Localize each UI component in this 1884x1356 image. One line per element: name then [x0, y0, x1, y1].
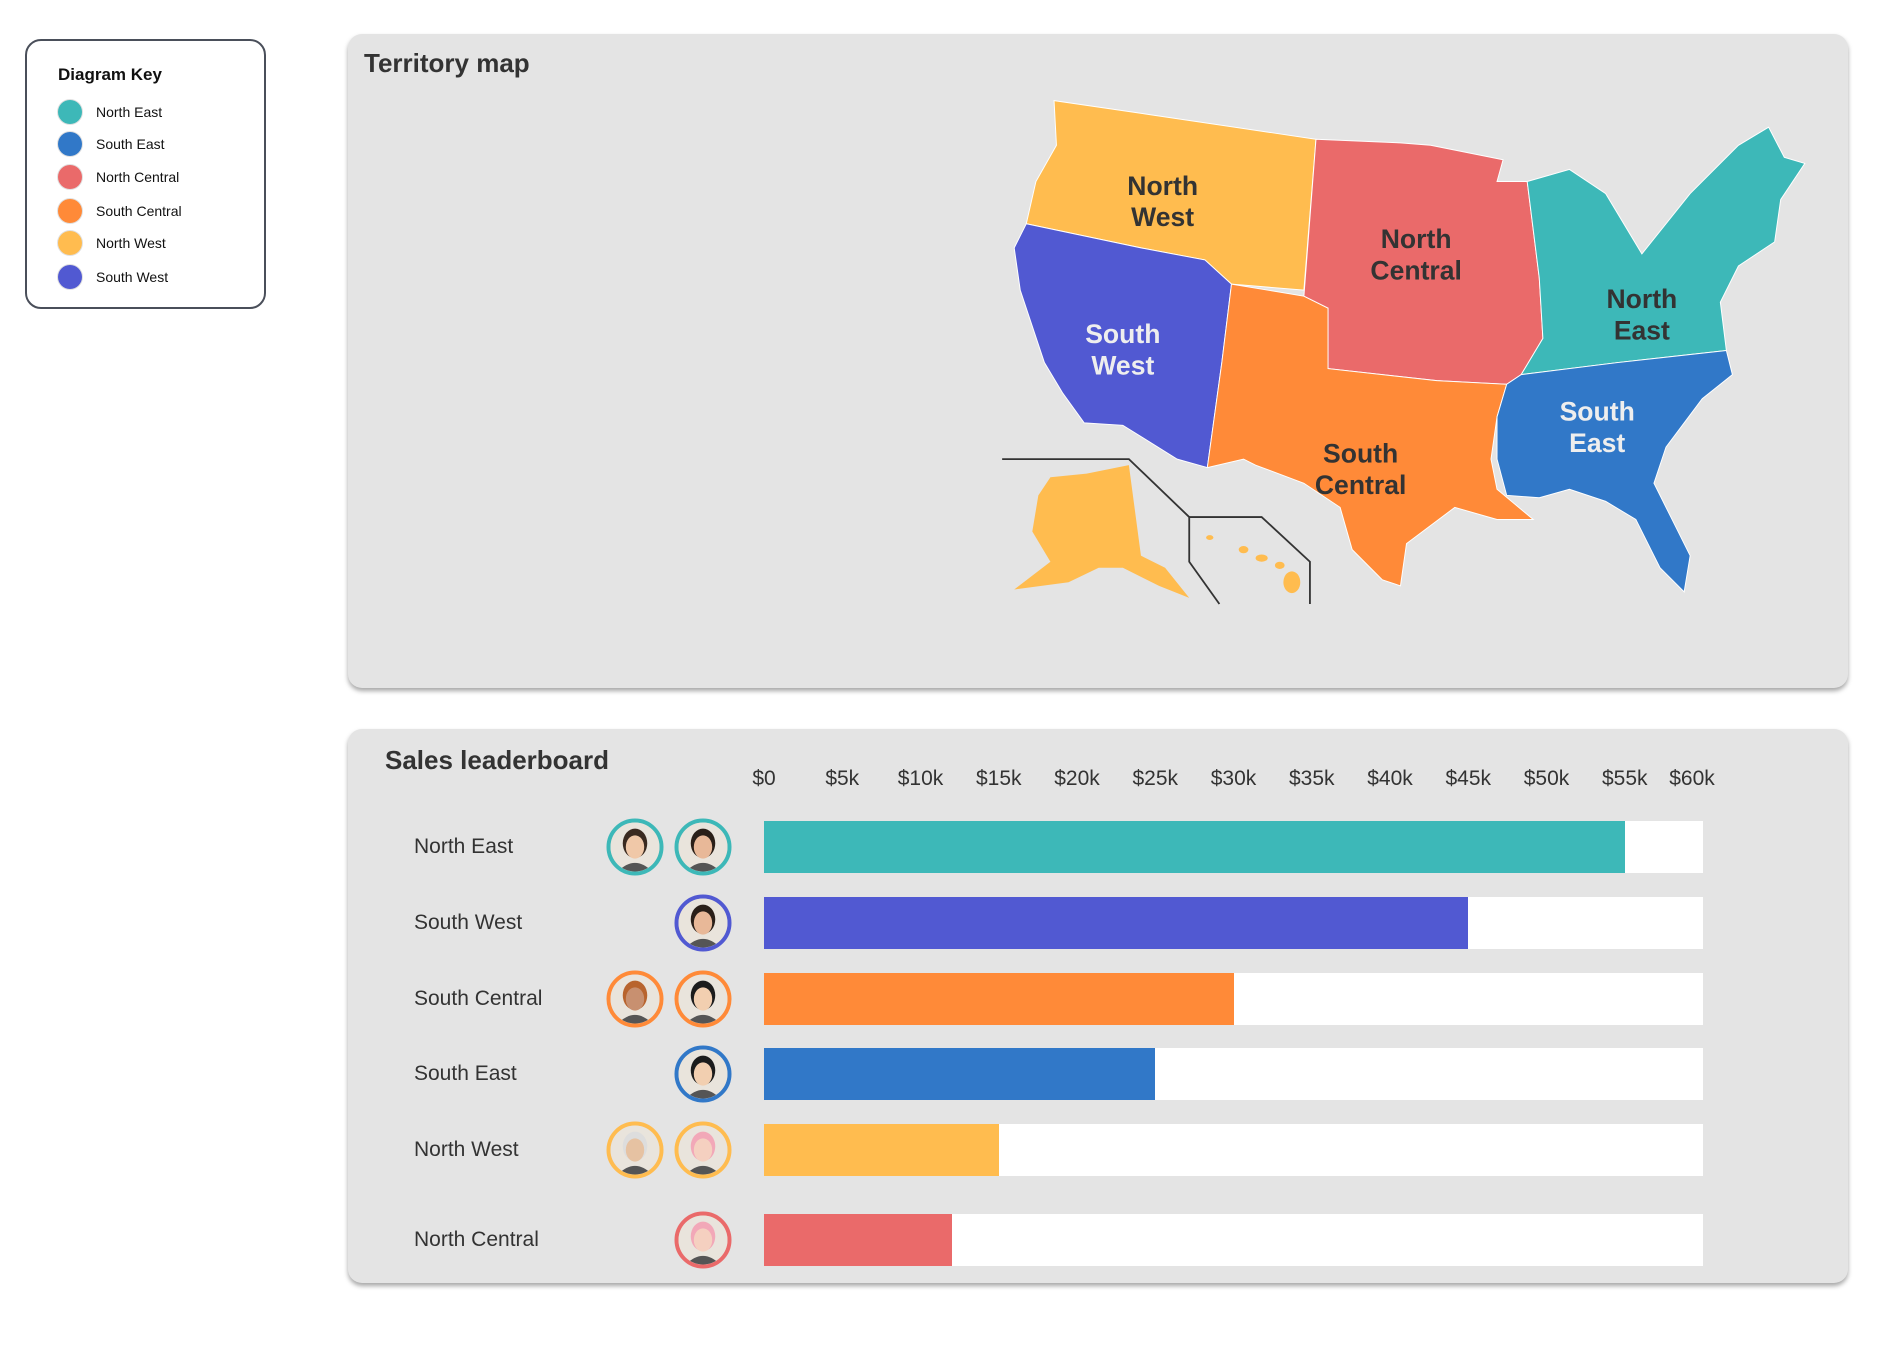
- region-hawaii: [1255, 554, 1268, 562]
- region-hawaii: [1206, 535, 1214, 540]
- row-label: North West: [414, 1138, 519, 1161]
- legend-swatch-icon: [58, 100, 82, 124]
- region-label: South: [1323, 439, 1398, 469]
- legend-label: South Central: [96, 203, 182, 219]
- legend-item: South East: [58, 131, 165, 157]
- x-tick-label: $40k: [1367, 767, 1413, 790]
- region-label: East: [1614, 316, 1670, 346]
- bar-track: [764, 973, 1703, 1025]
- legend-label: North West: [96, 235, 166, 251]
- avatar[interactable]: [674, 818, 732, 876]
- x-tick-label: $30k: [1210, 767, 1257, 790]
- region-sc: [1206, 283, 1535, 587]
- legend-item: North East: [58, 99, 162, 125]
- x-tick-label: $50k: [1523, 767, 1570, 790]
- region-hawaii: [1238, 546, 1249, 554]
- bar-north-central: [764, 1214, 952, 1266]
- legend-swatch-icon: [58, 132, 82, 156]
- x-tick-label: $10k: [897, 767, 944, 790]
- bar-track: [764, 1214, 1703, 1266]
- avatar[interactable]: [674, 1211, 732, 1269]
- region-hawaii: [1283, 571, 1301, 594]
- region-alaska: [1014, 465, 1190, 598]
- bar-south-west: [764, 897, 1469, 949]
- legend-item: North West: [58, 230, 166, 256]
- legend-label: North East: [96, 104, 163, 120]
- region-label: East: [1569, 428, 1625, 458]
- row-label: North Central: [414, 1228, 539, 1251]
- avatar[interactable]: [674, 970, 732, 1028]
- region-sw: [1013, 223, 1232, 469]
- row-label: South East: [414, 1062, 517, 1085]
- person-icon: [610, 1125, 660, 1175]
- row-label: North East: [414, 835, 514, 858]
- legend-label: South East: [96, 136, 165, 152]
- person-icon: [678, 1125, 728, 1175]
- diagram-key: Diagram Key North East South East North Ce…: [25, 39, 266, 309]
- x-tick-label: $0: [752, 767, 776, 790]
- region-label: Central: [1315, 470, 1406, 500]
- bar-track: [764, 1048, 1703, 1100]
- region-label: North: [1127, 171, 1198, 201]
- legend-label: North Central: [96, 169, 180, 185]
- region-se: [1496, 349, 1733, 593]
- avatar[interactable]: [606, 970, 664, 1028]
- region-label: Central: [1370, 255, 1461, 285]
- x-tick-label: $5k: [825, 767, 860, 790]
- x-tick-label: $60k: [1669, 767, 1715, 790]
- bar-south-east: [764, 1048, 1156, 1100]
- territory-map-panel: Territory map North West South West North Cen…: [348, 34, 1848, 688]
- person-icon: [610, 974, 660, 1024]
- inset-divider: [1002, 458, 1221, 605]
- avatar[interactable]: [606, 818, 664, 876]
- bar-south-central: [764, 973, 1234, 1025]
- person-icon: [678, 822, 728, 872]
- region-label: North: [1381, 224, 1452, 254]
- legend-item: South Central: [58, 198, 182, 224]
- legend-swatch-icon: [58, 165, 82, 189]
- legend-label: South West: [96, 269, 169, 285]
- diagram-key-title: Diagram Key: [58, 65, 162, 84]
- legend-swatch-icon: [58, 231, 82, 255]
- legend-swatch-icon: [58, 265, 82, 289]
- inset-divider: [1189, 516, 1311, 604]
- legend-item: North Central: [58, 164, 179, 190]
- avatar[interactable]: [606, 1121, 664, 1179]
- x-tick-label: $20k: [1054, 767, 1100, 790]
- bar-track: [764, 1124, 1703, 1176]
- sales-leaderboard-title: Sales leaderboard: [385, 745, 609, 775]
- region-label: South: [1085, 319, 1160, 349]
- region-label: South: [1560, 396, 1635, 426]
- row-label: South Central: [414, 987, 543, 1010]
- person-icon: [678, 974, 728, 1024]
- legend-item: South West: [58, 264, 168, 290]
- avatar[interactable]: [674, 1121, 732, 1179]
- person-icon: [678, 1215, 728, 1265]
- region-label: West: [1091, 351, 1154, 381]
- person-icon: [678, 1049, 728, 1099]
- avatar[interactable]: [674, 894, 732, 952]
- x-tick-label: $35k: [1288, 767, 1335, 790]
- row-label: South West: [414, 911, 523, 934]
- avatar[interactable]: [674, 1045, 732, 1103]
- x-tick-label: $15k: [975, 767, 1022, 790]
- person-icon: [678, 898, 728, 948]
- bar-track: [764, 897, 1703, 949]
- sales-leaderboard-panel: Sales leaderboard $0 $5k $10k $15k $20k $25k $…: [348, 729, 1848, 1283]
- region-label: West: [1131, 202, 1194, 232]
- region-hawaii: [1274, 561, 1285, 569]
- x-tick-label: $55k: [1601, 767, 1648, 790]
- bar-north-east: [764, 821, 1625, 873]
- territory-map-title: Territory map: [364, 48, 530, 78]
- person-icon: [610, 822, 660, 872]
- bar-track: [764, 821, 1703, 873]
- region-label: North: [1606, 284, 1677, 314]
- x-tick-label: $25k: [1132, 767, 1179, 790]
- x-tick-label: $45k: [1445, 767, 1492, 790]
- bar-north-west: [764, 1124, 999, 1176]
- legend-swatch-icon: [58, 199, 82, 223]
- us-territory-map: NorthWestSouthWestNorthCentralSouthCentr…: [1002, 100, 1806, 605]
